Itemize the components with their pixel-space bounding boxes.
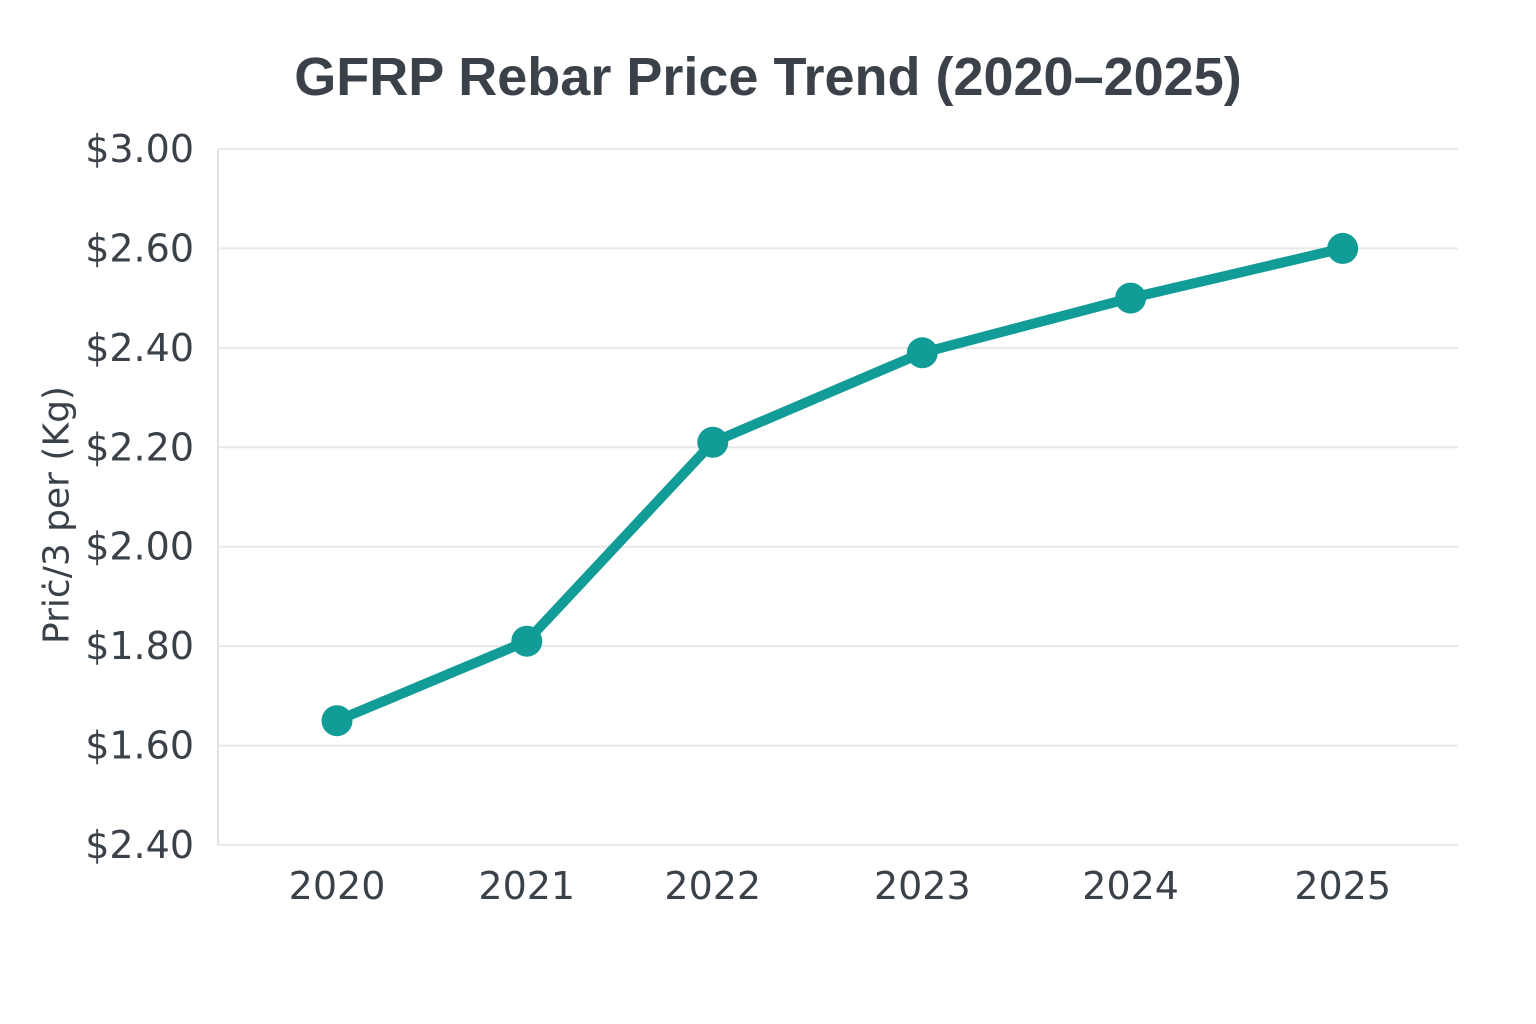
data-point-marker [1115,282,1147,314]
y-tick-label: $2.20 [85,425,194,469]
chart-title: GFRP Rebar Price Trend (2020–2025) [294,47,1242,107]
data-point-marker [697,426,729,458]
x-tick-label: 2024 [1082,864,1179,908]
y-tick-label: $2.60 [85,226,194,270]
data-point-marker [906,337,938,369]
y-tick-label: $2.40 [85,823,194,867]
price-series-group [321,232,1359,737]
x-tick-label: 2023 [874,864,971,908]
gridlines-group [218,148,1458,846]
y-tick-label: $2.00 [85,525,194,569]
price-trend-line [332,243,1348,726]
y-tick-label: $2.40 [85,326,194,370]
x-tick-label: 2022 [664,864,761,908]
data-point-marker [511,625,543,657]
x-tick-label: 2021 [478,864,575,908]
y-tick-label: $1.60 [85,724,194,768]
x-tick-label: 2025 [1294,864,1391,908]
data-point-marker [321,705,353,737]
x-tick-label: 2020 [289,864,386,908]
y-tick-label: $1.80 [85,624,194,668]
y-axis-title: Priċ/3 per (Kg) [37,386,78,644]
data-point-marker [1327,232,1359,264]
y-tick-label: $3.00 [85,127,194,171]
tick-labels-group: $3.00 $2.60 $2.40 $2.20 $2.00 $1.80 $1.60 $2.40… [37,127,1392,908]
